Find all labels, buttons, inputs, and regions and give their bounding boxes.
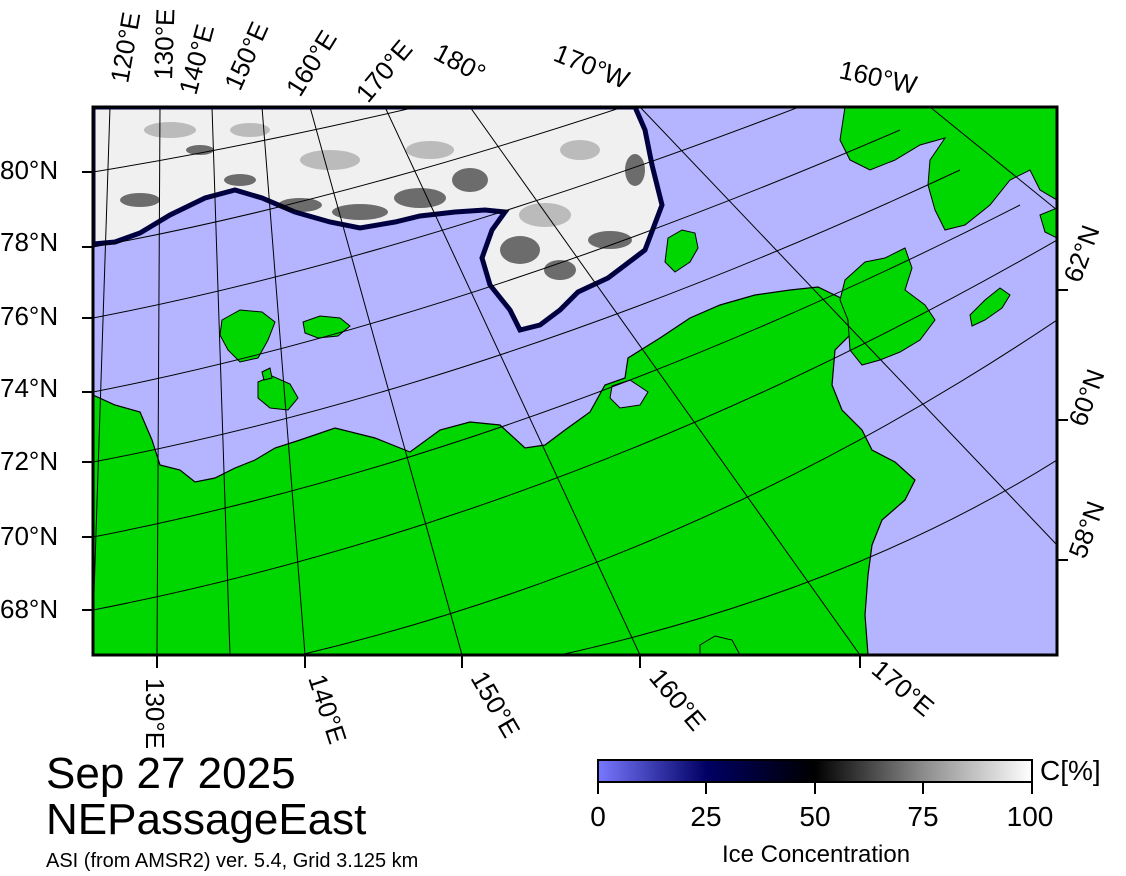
lon-top-180: 180° bbox=[429, 37, 491, 89]
colorbar-tick-label: 25 bbox=[690, 801, 722, 832]
lat-label-72: 72°N bbox=[0, 446, 58, 476]
ice-texture-grey bbox=[144, 122, 600, 227]
island-wrangel bbox=[664, 229, 699, 273]
lat-label-78: 78°N bbox=[0, 227, 58, 257]
lat-right-62: 62°N bbox=[1057, 221, 1105, 286]
land-alaska-north bbox=[839, 107, 1057, 231]
island-lyakhovsky bbox=[257, 375, 299, 411]
lon-bottom-170E: 170°E bbox=[866, 654, 940, 723]
colorbar-ticks bbox=[597, 782, 1033, 794]
colorbar bbox=[597, 759, 1033, 783]
lon-top-160W: 160°W bbox=[837, 55, 920, 101]
graticule bbox=[93, 107, 1057, 655]
lat-right-58: 58°N bbox=[1062, 497, 1110, 562]
island-kotelny bbox=[219, 309, 276, 363]
lat-right-60: 60°N bbox=[1062, 365, 1110, 430]
lat-label-68: 68°N bbox=[0, 594, 58, 624]
lon-top-130E: 130°E bbox=[148, 8, 180, 80]
land-bottom-fragment bbox=[699, 635, 741, 655]
lat-label-76: 76°N bbox=[0, 301, 58, 331]
region-name: NEPassageEast bbox=[46, 795, 367, 844]
colorbar-tick-label: 100 bbox=[1006, 801, 1054, 832]
colorbar-tick-label: 0 bbox=[590, 801, 606, 832]
lon-top-120E: 120°E bbox=[104, 10, 146, 85]
colorbar-unit: C[%] bbox=[1040, 755, 1101, 786]
sea-ice-pack bbox=[93, 107, 665, 333]
colorbar-title: Ice Concentration bbox=[721, 841, 911, 868]
lon-top-160E: 160°E bbox=[280, 25, 343, 101]
frame-ticks bbox=[82, 171, 1068, 668]
island-st-lawrence bbox=[969, 287, 1011, 327]
lon-bottom-140E: 140°E bbox=[302, 671, 353, 748]
lon-top-170W: 170°W bbox=[550, 38, 634, 95]
lat-label-74: 74°N bbox=[0, 373, 58, 403]
ice-texture bbox=[120, 145, 645, 280]
map-date: Sep 27 2025 bbox=[46, 749, 296, 798]
land-alaska-peninsula bbox=[1039, 207, 1057, 239]
lat-label-80: 80°N bbox=[0, 155, 58, 185]
lat-label-70: 70°N bbox=[0, 521, 58, 551]
source-note: ASI (from AMSR2) ver. 5.4, Grid 3.125 km bbox=[46, 850, 419, 872]
lon-top-140E: 140°E bbox=[173, 21, 220, 97]
lon-bottom-130E: 130°E bbox=[140, 678, 170, 749]
colorbar-tick-label: 75 bbox=[907, 801, 939, 832]
island-small-north bbox=[261, 367, 273, 381]
lon-bottom-160E: 160°E bbox=[643, 663, 712, 737]
lon-top-170E: 170°E bbox=[350, 34, 419, 108]
lon-top-150E: 150°E bbox=[218, 17, 274, 94]
map-frame bbox=[91, 105, 1059, 657]
colorbar-tick-label: 50 bbox=[799, 801, 831, 832]
lon-bottom-150E: 150°E bbox=[465, 666, 527, 743]
land-chukotka-east bbox=[839, 247, 936, 366]
land-siberia bbox=[93, 286, 916, 655]
